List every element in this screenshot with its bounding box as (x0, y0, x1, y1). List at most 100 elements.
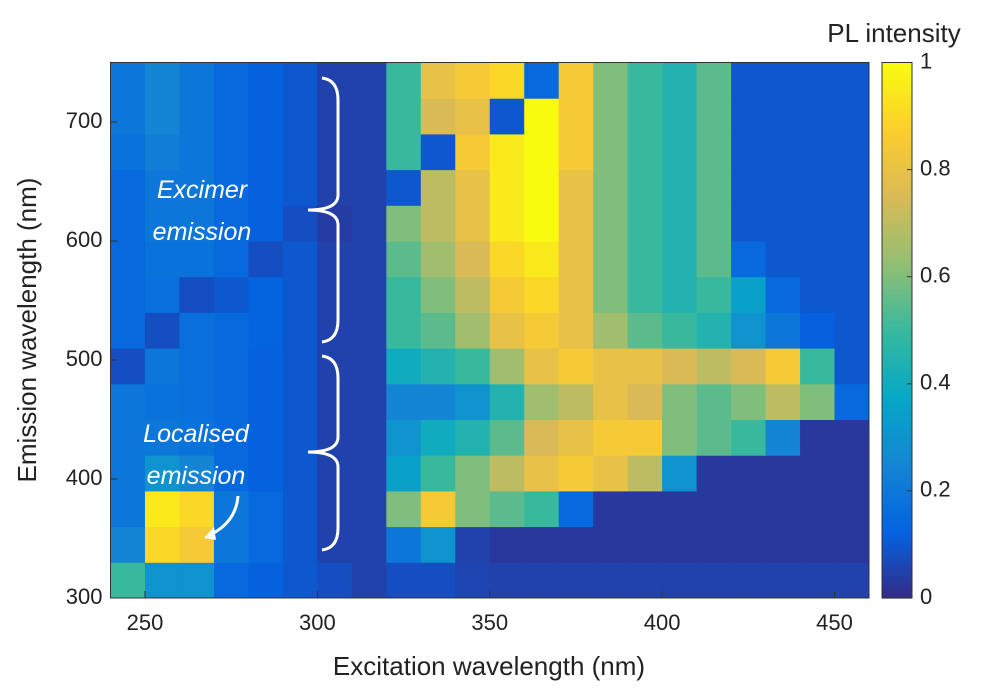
heatmap-cell (731, 455, 767, 492)
heatmap-cell (731, 490, 767, 528)
heatmap-cell (731, 562, 767, 599)
heatmap-cell (110, 276, 146, 313)
heatmap-cell (593, 312, 629, 349)
heatmap-cell (248, 169, 284, 206)
y-tick-label: 600 (66, 227, 103, 252)
heatmap-cell (213, 98, 249, 135)
colorbar-tick-label: 0.4 (920, 370, 951, 395)
heatmap-cell (420, 205, 456, 242)
heatmap-cell (282, 276, 318, 313)
heatmap-cell (179, 205, 215, 242)
y-tick-label: 500 (66, 346, 103, 371)
heatmap-cell (179, 241, 215, 278)
heatmap-cell (455, 62, 491, 99)
heatmap-cell (524, 241, 560, 278)
heatmap-cell (213, 276, 249, 313)
heatmap-cell (386, 562, 422, 599)
heatmap-cell (213, 241, 249, 278)
heatmap-cell (593, 241, 629, 278)
heatmap-cell (386, 312, 422, 349)
heatmap-cell (386, 98, 422, 135)
heatmap-cell (627, 383, 663, 420)
heatmap-cell (662, 419, 698, 456)
heatmap-cell (420, 383, 456, 420)
heatmap-cell (800, 169, 836, 206)
heatmap-cell (179, 526, 215, 563)
heatmap-cell (317, 276, 353, 313)
heatmap-cell (386, 62, 422, 99)
heatmap-cell (489, 62, 525, 99)
heatmap-cell (144, 98, 180, 135)
heatmap-cell (248, 133, 284, 171)
heatmap-cell (489, 276, 525, 313)
heatmap-cell (179, 312, 215, 349)
heatmap-cell (834, 133, 870, 171)
heatmap-cell (213, 348, 249, 385)
heatmap-cell (179, 455, 215, 492)
heatmap-cell (731, 383, 767, 420)
x-tick-label: 350 (471, 610, 508, 635)
heatmap-cell (386, 383, 422, 420)
heatmap-cell (524, 490, 560, 528)
heatmap-cell (248, 490, 284, 528)
heatmap-cell (834, 312, 870, 349)
heatmap-cell (110, 241, 146, 278)
heatmap-cell (248, 383, 284, 420)
x-tick-label: 450 (816, 610, 853, 635)
heatmap-cell (386, 276, 422, 313)
heatmap-cell (558, 562, 594, 599)
heatmap-cell (593, 490, 629, 528)
heatmap-cell (765, 419, 801, 456)
colorbar-frame (881, 62, 913, 599)
colorbar: 0 0.2 0.4 0.6 0.8 1 (881, 48, 951, 609)
x-axis-label: Excitation wavelength (nm) (333, 651, 645, 681)
heatmap-cell (765, 312, 801, 349)
heatmap-cell (765, 205, 801, 242)
heatmap-cell (110, 98, 146, 135)
heatmap-cell (351, 62, 387, 99)
heatmap-cell (627, 490, 663, 528)
heatmap (110, 62, 870, 599)
heatmap-cell (386, 455, 422, 492)
heatmap-cell (662, 205, 698, 242)
heatmap-cell (144, 526, 180, 563)
heatmap-cell (317, 98, 353, 135)
heatmap-cell (420, 419, 456, 456)
heatmap-cell (593, 276, 629, 313)
heatmap-cell (248, 526, 284, 563)
brace (307, 76, 340, 344)
heatmap-cell (662, 348, 698, 385)
heatmap-cell (662, 241, 698, 278)
heatmap-cell (213, 312, 249, 349)
heatmap-cell (489, 169, 525, 206)
heatmap-cell (834, 241, 870, 278)
heatmap-cell (386, 205, 422, 242)
heatmap-cell (179, 562, 215, 599)
heatmap-cell (834, 490, 870, 528)
heatmap-cell (765, 133, 801, 171)
heatmap-cell (351, 562, 387, 599)
heatmap-cell (558, 241, 594, 278)
heatmap-cell (317, 133, 353, 171)
heatmap-cell (213, 455, 249, 492)
y-axis-label: Emission wavelength (nm) (12, 178, 42, 483)
heatmap-cell (282, 62, 318, 99)
y-tick-label: 400 (66, 465, 103, 490)
heatmap-cell (179, 419, 215, 456)
y-tick-label: 700 (66, 108, 103, 133)
heatmap-cell (800, 348, 836, 385)
heatmap-cell (800, 205, 836, 242)
heatmap-cell (662, 133, 698, 171)
heatmap-cell (110, 169, 146, 206)
heatmap-cell (213, 133, 249, 171)
heatmap-cell (765, 241, 801, 278)
heatmap-cell (110, 205, 146, 242)
heatmap-cell (489, 383, 525, 420)
heatmap-cell (662, 169, 698, 206)
heatmap-cell (834, 526, 870, 563)
heatmap-cell (248, 205, 284, 242)
heatmap-cell (593, 526, 629, 563)
heatmap-cell (593, 98, 629, 135)
heatmap-cell (179, 490, 215, 528)
heatmap-cell (317, 169, 353, 206)
